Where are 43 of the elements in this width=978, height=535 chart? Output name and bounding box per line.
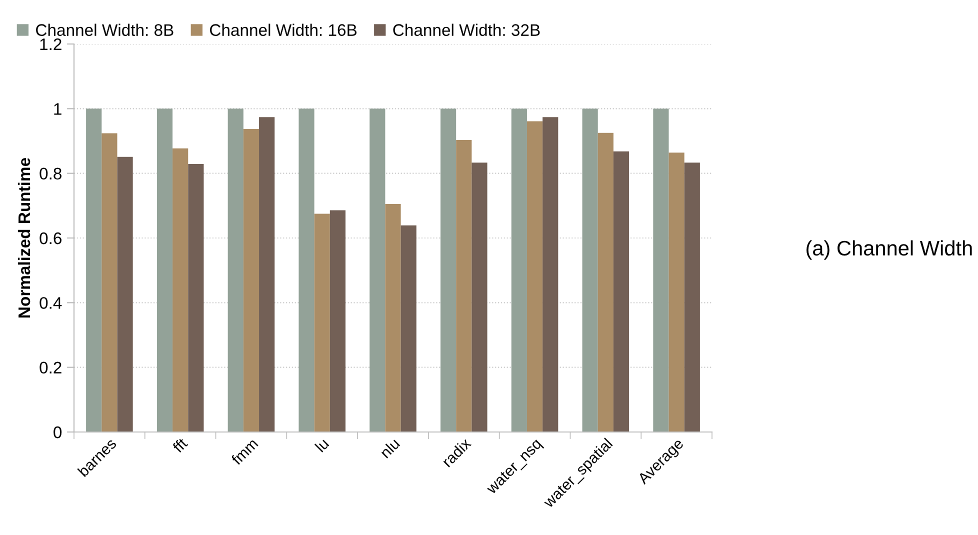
bar	[684, 162, 700, 432]
y-tick-label: 1	[54, 103, 62, 115]
bar	[330, 210, 346, 432]
y-tick-label: 0.6	[40, 232, 62, 244]
bar	[259, 117, 275, 432]
bar	[472, 162, 488, 432]
bar	[400, 225, 416, 432]
y-tick-label: 0.2	[40, 362, 62, 374]
text: (a) Channel Width	[806, 240, 972, 260]
bar	[511, 108, 527, 432]
bar	[243, 129, 260, 432]
x-tick-label: fft	[172, 436, 188, 454]
legend-label: Channel Width: 32B	[393, 24, 540, 36]
bar	[526, 121, 543, 432]
y-tick-label: 0.4	[40, 297, 62, 309]
bar	[156, 108, 173, 432]
y-tick-label: 0.8	[40, 168, 62, 180]
bar	[188, 164, 204, 432]
bar	[228, 108, 244, 432]
bar	[456, 140, 472, 432]
y-tick-label: 1.2	[40, 38, 62, 50]
bar	[440, 108, 456, 432]
bar	[385, 204, 401, 432]
x-tick-label: lu	[314, 438, 330, 452]
y-axis-title: Normalized Runtime	[18, 158, 30, 318]
bar	[613, 151, 630, 432]
bar	[542, 117, 558, 432]
bar	[598, 132, 614, 432]
bar	[117, 156, 133, 432]
x-tick-label: nlu	[379, 438, 400, 458]
bar	[653, 108, 669, 432]
legend-label: Channel Width: 8B	[36, 24, 174, 36]
bar	[314, 214, 330, 432]
y-tick-label: 0	[54, 426, 62, 438]
bar	[668, 152, 684, 432]
bar	[298, 108, 314, 432]
bar	[102, 133, 118, 432]
bar	[582, 108, 598, 432]
bar	[370, 108, 386, 432]
bar	[172, 148, 188, 432]
bar	[86, 108, 102, 432]
x-tick-label: fmm	[230, 438, 258, 466]
legend-label: Channel Width: 16B	[210, 24, 357, 36]
